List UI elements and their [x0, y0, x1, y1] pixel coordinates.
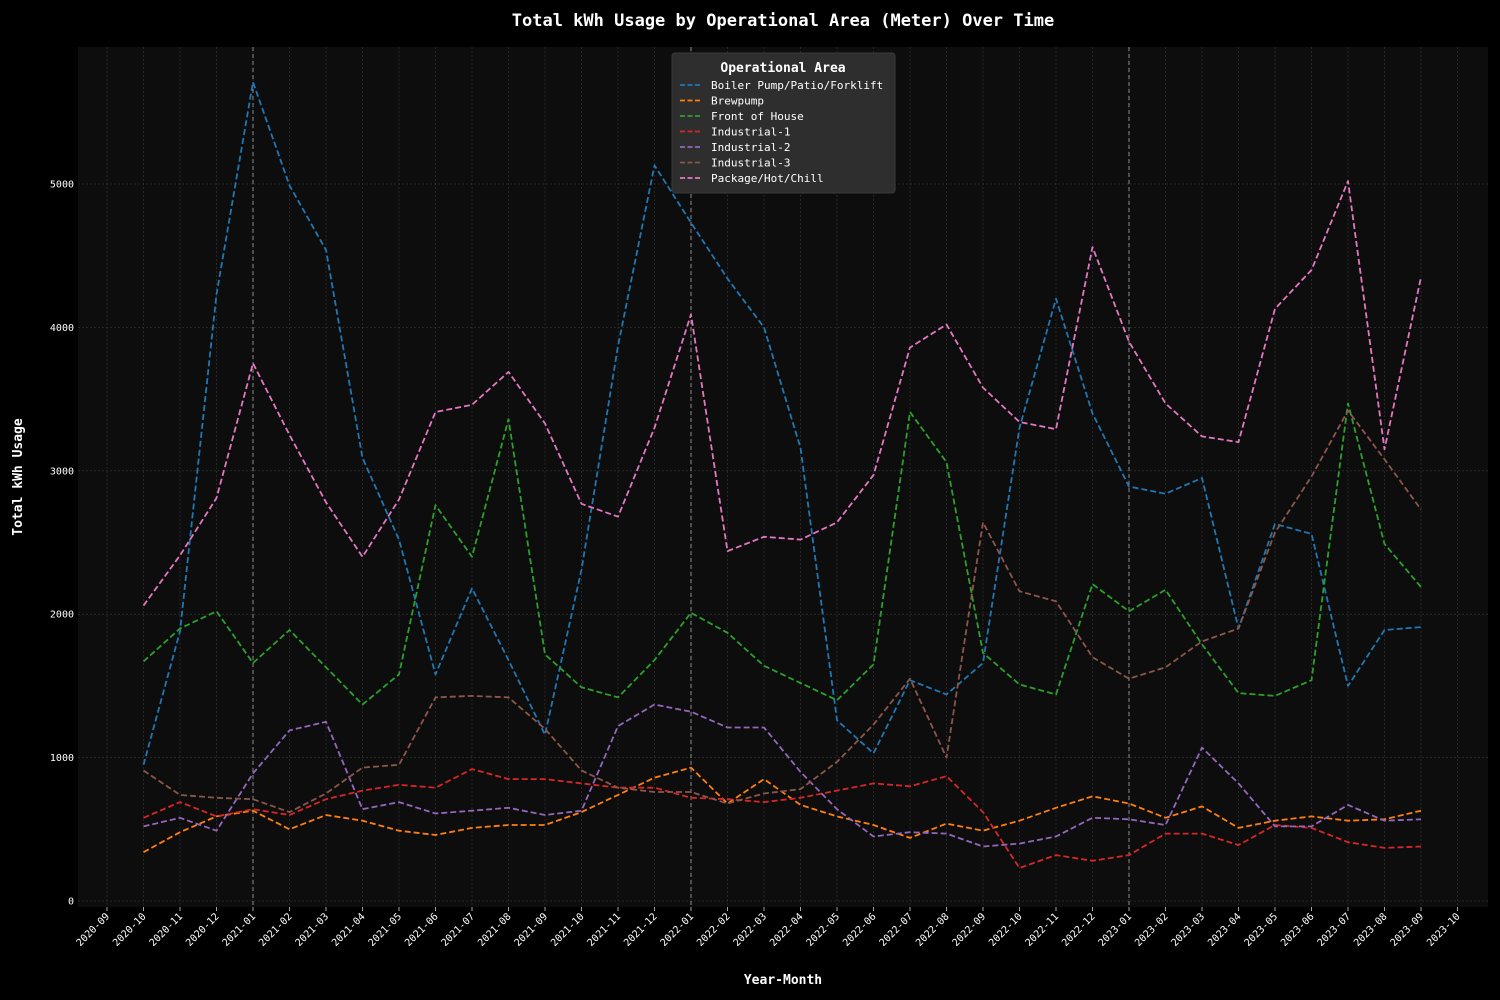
legend-items: Boiler Pump/Patio/Forklift Brewpump Front … [680, 79, 883, 185]
series-line [142, 402, 1422, 706]
legend: Operational Area Boiler Pump/Patio/Forkl… [671, 52, 896, 194]
series-line [142, 81, 1422, 766]
y-tick-label: 0 [68, 897, 74, 908]
legend-label: Package/Hot/Chill [711, 172, 824, 185]
y-tick-label: 5000 [50, 180, 74, 191]
series-lines [142, 81, 1422, 869]
legend-title: Operational Area [720, 61, 845, 76]
legend-box [671, 52, 896, 194]
legend-label: Boiler Pump/Patio/Forklift [711, 79, 883, 92]
y-tick-label: 2000 [50, 610, 74, 621]
series-line [142, 180, 1422, 607]
legend-label: Front of House [711, 110, 804, 123]
y-tick-label: 1000 [50, 753, 74, 764]
chart-title: Total kWh Usage by Operational Area (Met… [512, 11, 1054, 31]
legend-label: Industrial-3 [711, 157, 790, 170]
y-axis-label: Total kWh Usage [11, 418, 26, 536]
series-line [142, 409, 1422, 813]
legend-label: Industrial-1 [711, 126, 790, 139]
y-tick-label: 3000 [50, 466, 74, 477]
x-axis-label: Year-Month [744, 973, 822, 988]
series-line [143, 768, 1422, 869]
series-line [143, 703, 1422, 848]
legend-label: Industrial-2 [711, 141, 790, 154]
grid-lines [78, 47, 1488, 907]
y-tick-label: 4000 [50, 323, 74, 334]
y-axis-ticks: 0 1000 2000 3000 4000 5000 [50, 180, 74, 908]
legend-label: Brewpump [711, 95, 764, 108]
